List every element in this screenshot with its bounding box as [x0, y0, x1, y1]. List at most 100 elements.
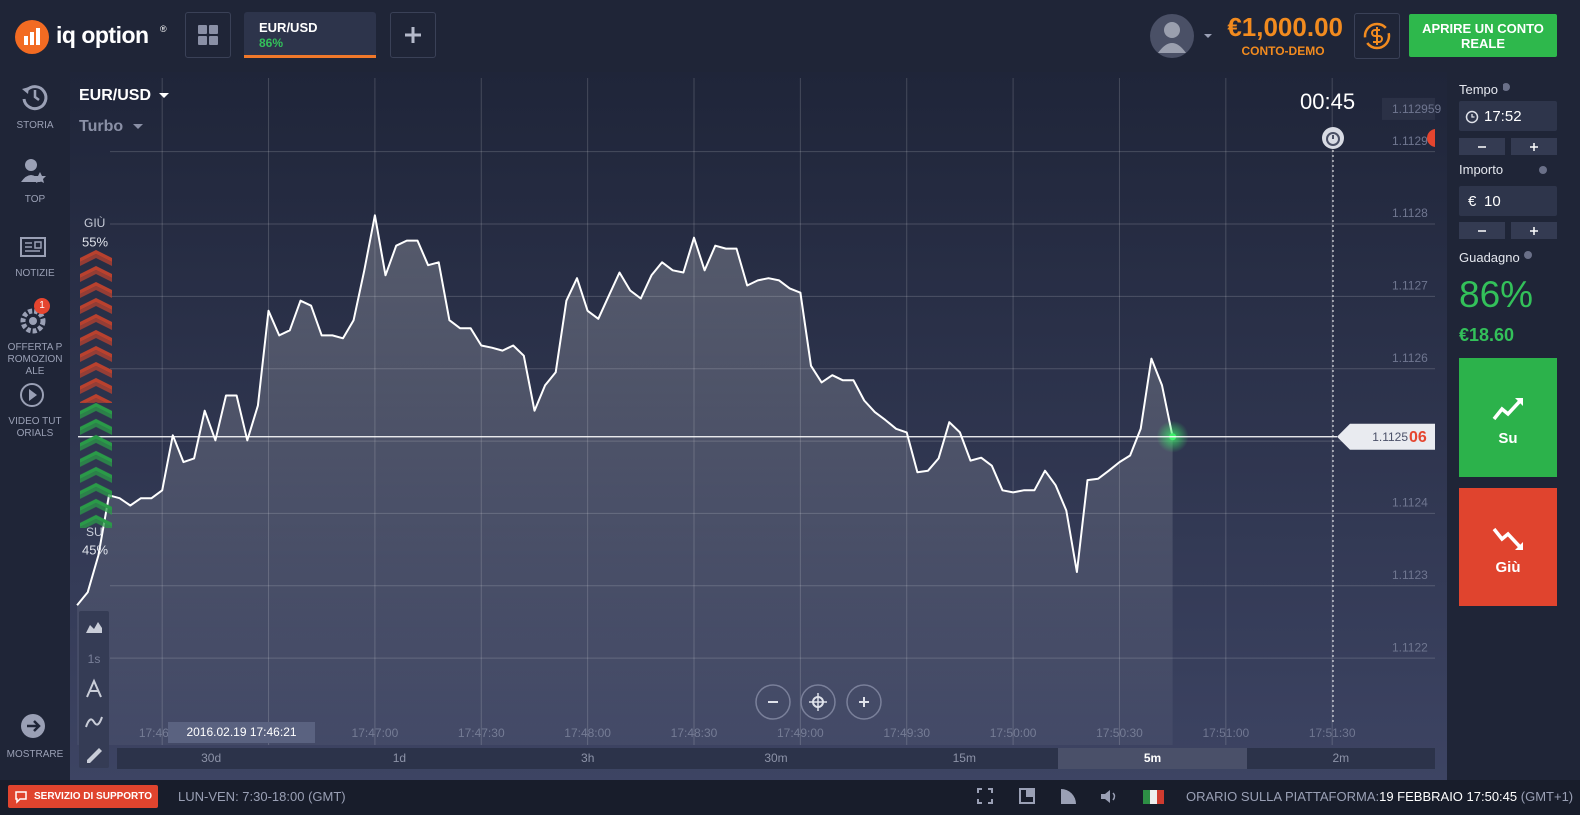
platform-time-value: 19 FEBBRAIO 17:50:45 [1379, 789, 1518, 804]
dropdown-arrow [133, 124, 143, 129]
current-price-box [1337, 423, 1435, 450]
sidebar-label[interactable]: OFFERTA PROMOZIONALE [7, 342, 63, 377]
asset-payout: 86% [259, 36, 284, 50]
profit-label: Guadagno [1459, 250, 1520, 265]
interval[interactable]: 1s [87, 652, 101, 666]
dropdown-arrow [159, 93, 169, 98]
sidebar-label[interactable]: TOP [24, 194, 46, 205]
sentiment-bar [80, 402, 112, 528]
plus-icon [1530, 227, 1538, 235]
sentiment-label: GIÙ [84, 215, 105, 230]
logo-icon [15, 20, 49, 54]
asset-tab[interactable]: EUR/USD 86% [244, 12, 376, 58]
real-account-label: APRIRE UN CONTO REALE [1422, 20, 1544, 51]
real-account-button[interactable]: APRIRE UN CONTO REALE [1409, 14, 1557, 57]
refill-icon [1363, 22, 1391, 50]
call-label: Su [1498, 430, 1518, 447]
up-icon [1492, 398, 1523, 421]
plus-button[interactable] [1511, 222, 1557, 239]
sidebar [0, 72, 70, 780]
y-tick-label: 1.1126 [1392, 351, 1428, 365]
put-label: Giù [1495, 559, 1521, 576]
sidebar-icons [20, 85, 48, 738]
x-tick-label: 17:51:00 [1202, 726, 1249, 740]
currency: € [1468, 193, 1477, 210]
price-area [77, 215, 1173, 746]
sentiment-label: SU [86, 525, 103, 539]
support-button[interactable]: SERVIZIO DI SUPPORTO [8, 785, 158, 808]
y-tick-label: 1.1123 [1392, 568, 1428, 582]
sentiment-bar [80, 250, 112, 403]
max-price-box [1382, 97, 1435, 120]
help-icons [1503, 83, 1547, 259]
y-tick-label: 1.1128 [1392, 206, 1428, 220]
sidebar-label[interactable]: VIDEO TUTORIALS [8, 416, 62, 439]
minus-icon [1478, 230, 1486, 232]
amount-input[interactable]: € 10 [1459, 186, 1557, 216]
timeframe[interactable]: 5m [1058, 748, 1247, 769]
zoom-controls[interactable] [754, 683, 884, 721]
chart-tools: 1s [79, 611, 109, 768]
badge: 1 [34, 298, 50, 314]
time-value: 17:52 [1484, 108, 1522, 125]
chart: 1.1122 1.1123 1.1124 1.1125 1.1126 1.1127 1.11… [70, 72, 1447, 780]
clock-icon [1465, 110, 1479, 124]
header [0, 0, 1580, 73]
sidebar-label[interactable]: STORIA [16, 120, 54, 131]
price-line [76, 214, 1174, 606]
timeframe[interactable]: 3h [581, 751, 595, 765]
x-tick-label: 17:51:30 [1309, 726, 1356, 740]
amount-label: Importo [1459, 162, 1504, 177]
refill-button[interactable] [1354, 13, 1400, 59]
amount-value: 10 [1484, 193, 1501, 210]
timeframe[interactable]: 15m [952, 751, 976, 765]
grid-button[interactable] [185, 12, 231, 58]
timeframe[interactable]: 30m [764, 751, 788, 765]
put-button[interactable]: Giù [1459, 488, 1557, 606]
account-type: CONTO-DEMO [1241, 44, 1325, 58]
expiry-marker [1322, 127, 1344, 722]
cursor-time: 2016.02.19 17:46:21 [168, 722, 315, 743]
chart-asset[interactable]: EUR/USD [79, 87, 152, 104]
timeframe[interactable]: 30d [201, 751, 222, 765]
call-button[interactable]: Su [1459, 358, 1557, 477]
chart-mode[interactable]: Turbo [79, 118, 124, 135]
timeframe-bar: 30d 1d 3h 30m 15m 5m 2m [117, 748, 1435, 769]
plus-icon [1530, 143, 1538, 151]
hours: LUN-VEN: 7:30-18:00 (GMT) [178, 789, 346, 804]
footer-icons[interactable] [975, 786, 1175, 808]
asset-name: EUR/USD [259, 20, 318, 35]
timeframe[interactable]: 1d [392, 751, 407, 765]
platform-time-label: ORARIO SULLA PIATTAFORMA: [1186, 789, 1380, 804]
time-input[interactable]: 17:52 [1459, 101, 1557, 131]
platform-time: ORARIO SULLA PIATTAFORMA:19 FEBBRAIO 17:… [1186, 789, 1573, 804]
timezone: (GMT+1) [1520, 789, 1574, 804]
avatar[interactable] [1150, 13, 1216, 59]
profit-amount: €18.60 [1459, 325, 1515, 345]
y-tick-label: 1.1129 [1392, 134, 1428, 148]
add-asset-button[interactable] [390, 12, 436, 58]
time-label: Tempo [1459, 82, 1499, 97]
sentiment-value: 55% [82, 234, 108, 249]
balance: €1,000.00 [1227, 12, 1343, 42]
profit-percent: 86% [1459, 274, 1534, 315]
plus-icon [405, 27, 421, 43]
plus-button[interactable] [1511, 138, 1557, 155]
support-label: SERVIZIO DI SUPPORTO [34, 791, 152, 802]
logo-mark: ® [160, 24, 167, 34]
chat-icon [15, 791, 27, 804]
timeframe[interactable]: 2m [1332, 751, 1350, 765]
tool-icons[interactable] [79, 611, 109, 768]
y-tick-label: 1.1122 [1392, 640, 1428, 654]
y-tick-label: 1.1127 [1392, 279, 1428, 293]
minus-button[interactable] [1459, 138, 1505, 155]
grid-icon [198, 25, 218, 45]
countdown: 00:45 [1300, 89, 1356, 114]
sidebar-label[interactable]: NOTIZIE [15, 268, 55, 279]
sidebar-label[interactable]: MOSTRARE [6, 749, 64, 760]
logo-text: iq option [56, 22, 149, 48]
current-price-label: 1.1125 [1372, 430, 1408, 444]
down-icon [1492, 527, 1523, 550]
minus-button[interactable] [1459, 222, 1505, 239]
